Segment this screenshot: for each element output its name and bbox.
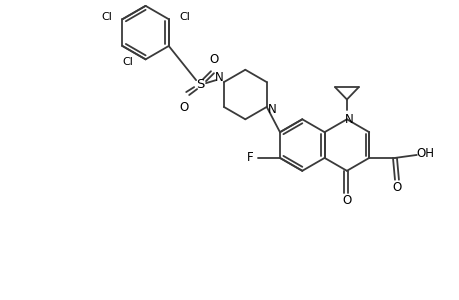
Text: O: O bbox=[209, 53, 218, 66]
Text: O: O bbox=[341, 194, 351, 207]
Text: N: N bbox=[344, 113, 353, 126]
Text: O: O bbox=[179, 101, 189, 114]
Text: F: F bbox=[246, 152, 253, 164]
Text: Cl: Cl bbox=[122, 57, 133, 67]
Text: Cl: Cl bbox=[179, 12, 190, 22]
Text: OH: OH bbox=[416, 148, 434, 160]
Text: N: N bbox=[214, 71, 223, 84]
Text: N: N bbox=[268, 103, 276, 116]
Text: O: O bbox=[392, 181, 401, 194]
Text: S: S bbox=[196, 78, 204, 91]
Text: Cl: Cl bbox=[101, 12, 112, 22]
